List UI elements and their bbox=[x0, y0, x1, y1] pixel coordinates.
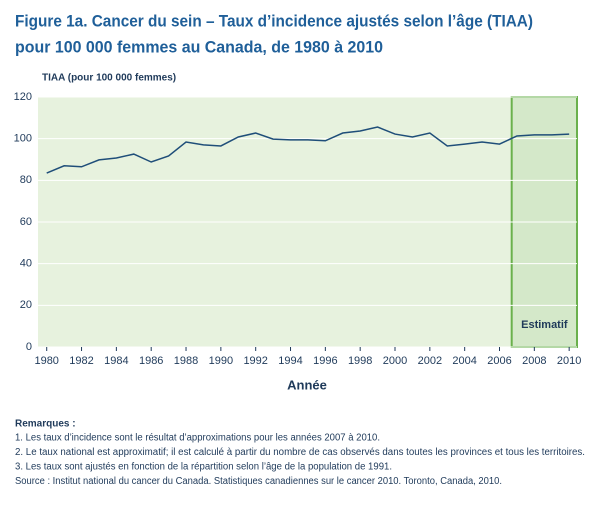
x-tick-label: 1992 bbox=[243, 355, 267, 367]
y-tick-label: 40 bbox=[20, 258, 32, 270]
x-tick-label: 1988 bbox=[174, 355, 198, 367]
x-tick-label: 1982 bbox=[69, 355, 93, 367]
note: 2. Le taux national est approximatif; il… bbox=[15, 447, 585, 458]
x-tick-label: 2008 bbox=[522, 355, 546, 367]
x-tick-label: 1984 bbox=[104, 355, 128, 367]
x-tick-label: 1986 bbox=[139, 355, 163, 367]
x-tick-label: 1980 bbox=[34, 355, 58, 367]
y-tick-label: 120 bbox=[14, 91, 32, 103]
y-tick-label: 20 bbox=[20, 299, 32, 311]
chart-title: pour 100 000 femmes au Canada, de 1980 à… bbox=[15, 37, 383, 56]
x-axis-label: Année bbox=[287, 377, 327, 392]
x-tick-label: 2004 bbox=[452, 355, 476, 367]
y-tick-label: 60 bbox=[20, 216, 32, 228]
line bbox=[46, 126, 570, 174]
y-axis-label: TIAA (pour 100 000 femmes) bbox=[42, 73, 176, 84]
x-tick-label: 2000 bbox=[383, 355, 407, 367]
y-tick-label: 80 bbox=[20, 174, 32, 186]
x-tick-label: 1990 bbox=[209, 355, 233, 367]
note: Source : Institut national du cancer du … bbox=[15, 476, 502, 487]
x-tick-label: 2006 bbox=[487, 355, 511, 367]
x-tick-label: 2002 bbox=[418, 355, 442, 367]
note: 3. Les taux sont ajustés en fonction de … bbox=[15, 462, 392, 473]
notes-title: Remarques : bbox=[15, 419, 76, 430]
x-tick-label: 1994 bbox=[278, 355, 302, 367]
x-tick-label: 1998 bbox=[348, 355, 372, 367]
y-tick-label: 0 bbox=[26, 341, 32, 353]
y-tick-label: 100 bbox=[14, 133, 32, 145]
chart-title: Figure 1a. Cancer du sein – Taux d’incid… bbox=[15, 11, 533, 30]
estimate-label: Estimatif bbox=[521, 319, 568, 331]
x-tick-label: 2010 bbox=[557, 355, 581, 367]
x-tick-label: 1996 bbox=[313, 355, 337, 367]
note: 1. Les taux d’incidence sont le résultat… bbox=[15, 433, 380, 444]
